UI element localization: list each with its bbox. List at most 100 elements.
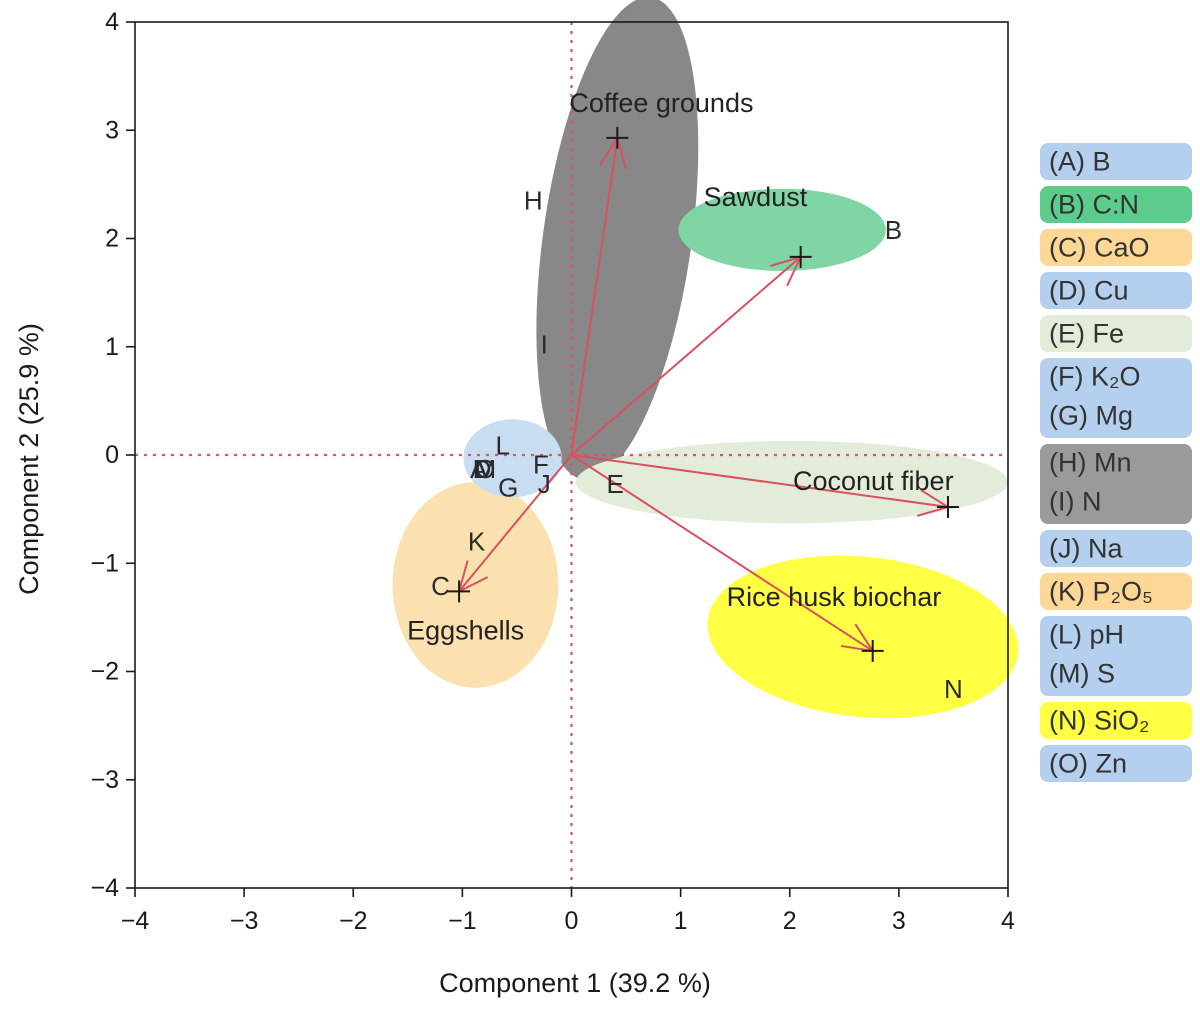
legend-label-7-second: (I) N [1049,487,1101,517]
legend-label-6: (F) K₂O [1049,362,1140,392]
variable-label-b: B [885,215,902,245]
legend-label-3: (C) CaO [1049,233,1150,263]
arrow-rice-husk-biochar-shaft [570,454,874,652]
sample-label-eggshells: Eggshells [407,615,524,645]
sample-label-sawdust: Sawdust [704,182,808,212]
x-tick-label-3: −1 [448,907,477,935]
group-ellipse-6 [463,419,562,498]
legend-label-10-second: (M) S [1049,659,1115,689]
x-tick-label-4: 0 [565,907,579,935]
y-tick-label-0: −4 [90,874,119,902]
arrow-sawdust-shaft [570,256,802,456]
arrow-sawdust [570,255,802,456]
group-ellipse-2 [678,188,886,271]
arrow-coffee-grounds-head-2 [599,137,619,166]
legend-swatch-5 [1040,315,1192,352]
marker-coconut-fiber [936,495,959,518]
legend-swatch-8 [1040,530,1192,567]
sample-markers [448,126,959,662]
legend-label-9: (K) P₂O₅ [1049,577,1153,607]
y-tick-label-7: 3 [105,116,119,144]
legend-entry-3: (C) CaO [1040,229,1192,266]
legend-label-6-second: (G) Mg [1049,401,1133,431]
point-labels: Coffee grounds Sawdust Coconut fiber Rice h… [407,88,963,704]
variable-label-d: D [473,454,492,484]
arrow-eggshells-head-2 [458,576,489,593]
y-tick-label-6: 2 [105,225,119,253]
marker-coffee-grounds [606,126,629,149]
legend-entry-10: (L) pH (M) S [1040,616,1192,696]
group-ellipse-5 [392,482,559,688]
axes: −4 −3 −2 −1 0 1 2 3 4 −4 −3 −2 −1 0 1 2 3 4 [90,8,1015,935]
variable-label-f: F [533,450,549,480]
arrow-eggshells-shaft [458,454,573,593]
legend-label-8: (J) Na [1049,534,1123,564]
legend-entry-11: (N) SiO₂ [1040,702,1192,739]
legend: (A) B (B) C:N (C) CaO (D) Cu (E) Fe (F) K₂O (G… [1040,143,1192,782]
legend-swatch-3 [1040,229,1192,266]
marker-eggshells [448,580,471,603]
arrow-sawdust-head-2 [769,255,801,268]
sample-label-coffee-grounds: Coffee grounds [569,88,753,118]
legend-entry-7: (H) Mn (I) N [1040,444,1192,524]
legend-entry-6: (F) K₂O (G) Mg [1040,358,1192,438]
sample-label-rice-husk-biochar: Rice husk biochar [727,582,942,612]
arrow-coffee-grounds [570,137,628,456]
x-axis-title: Component 1 (39.2 %) [439,968,711,998]
variable-label-i: I [541,330,548,360]
legend-swatch-9 [1040,573,1192,610]
y-tick-label-8: 4 [105,8,119,36]
x-tick-label-0: −4 [121,907,150,935]
legend-entry-2: (B) C:N [1040,186,1192,223]
legend-swatch-4 [1040,272,1192,309]
legend-entry-5: (E) Fe [1040,315,1192,352]
legend-label-5: (E) Fe [1049,319,1124,349]
legend-swatch-2 [1040,186,1192,223]
variable-label-c: C [431,571,450,601]
x-tick-label-7: 3 [892,907,906,935]
x-tick-label-5: 1 [674,907,688,935]
arrow-coffee-grounds-shaft [570,137,619,456]
marker-sawdust [789,245,812,268]
marker-rice-husk-biochar [861,639,884,662]
variable-label-k: K [468,527,486,557]
legend-swatch-10 [1040,616,1192,696]
arrow-eggshells [458,454,573,593]
legend-label-4: (D) Cu [1049,276,1129,306]
legend-swatch-11 [1040,702,1192,739]
arrow-coconut-fiber-head-2 [920,489,949,508]
x-tick-label-6: 2 [783,907,797,935]
arrow-coconut-fiber-head-1 [916,505,949,517]
y-tick-label-5: 1 [105,333,119,361]
arrow-coconut-fiber [571,454,949,517]
arrow-eggshells-head-1 [458,560,469,592]
legend-label-7: (H) Mn [1049,448,1132,478]
arrow-coffee-grounds-head-1 [616,137,628,169]
arrow-sawdust-head-1 [786,256,802,287]
variable-label-h: H [524,186,543,216]
y-axis-title: Component 2 (25.9 %) [14,323,44,595]
sample-label-coconut-fiber: Coconut fiber [793,466,954,496]
x-tick-label-2: −2 [339,907,368,935]
variable-label-g: G [498,472,518,502]
legend-entry-8: (J) Na [1040,530,1192,567]
legend-swatch-12 [1040,745,1192,782]
legend-entry-12: (O) Zn [1040,745,1192,782]
arrow-rice-husk-biochar-head-2 [854,623,874,652]
x-tick-label-8: 4 [1001,907,1015,935]
y-tick-label-3: −1 [90,549,119,577]
y-tick-label-1: −3 [90,766,119,794]
legend-entry-1: (A) B [1040,143,1192,180]
legend-label-11: (N) SiO₂ [1049,706,1149,736]
loading-arrows [458,137,949,652]
variable-label-j: J [538,469,551,499]
legend-entry-9: (K) P₂O₅ [1040,573,1192,610]
variable-label-e: E [606,469,623,499]
legend-label-12: (O) Zn [1049,749,1127,779]
legend-swatch-6 [1040,358,1192,438]
x-tick-label-1: −3 [230,907,259,935]
variable-label-n: N [944,674,963,704]
legend-label-1: (A) B [1049,147,1111,177]
variable-label-l: L [496,430,510,460]
